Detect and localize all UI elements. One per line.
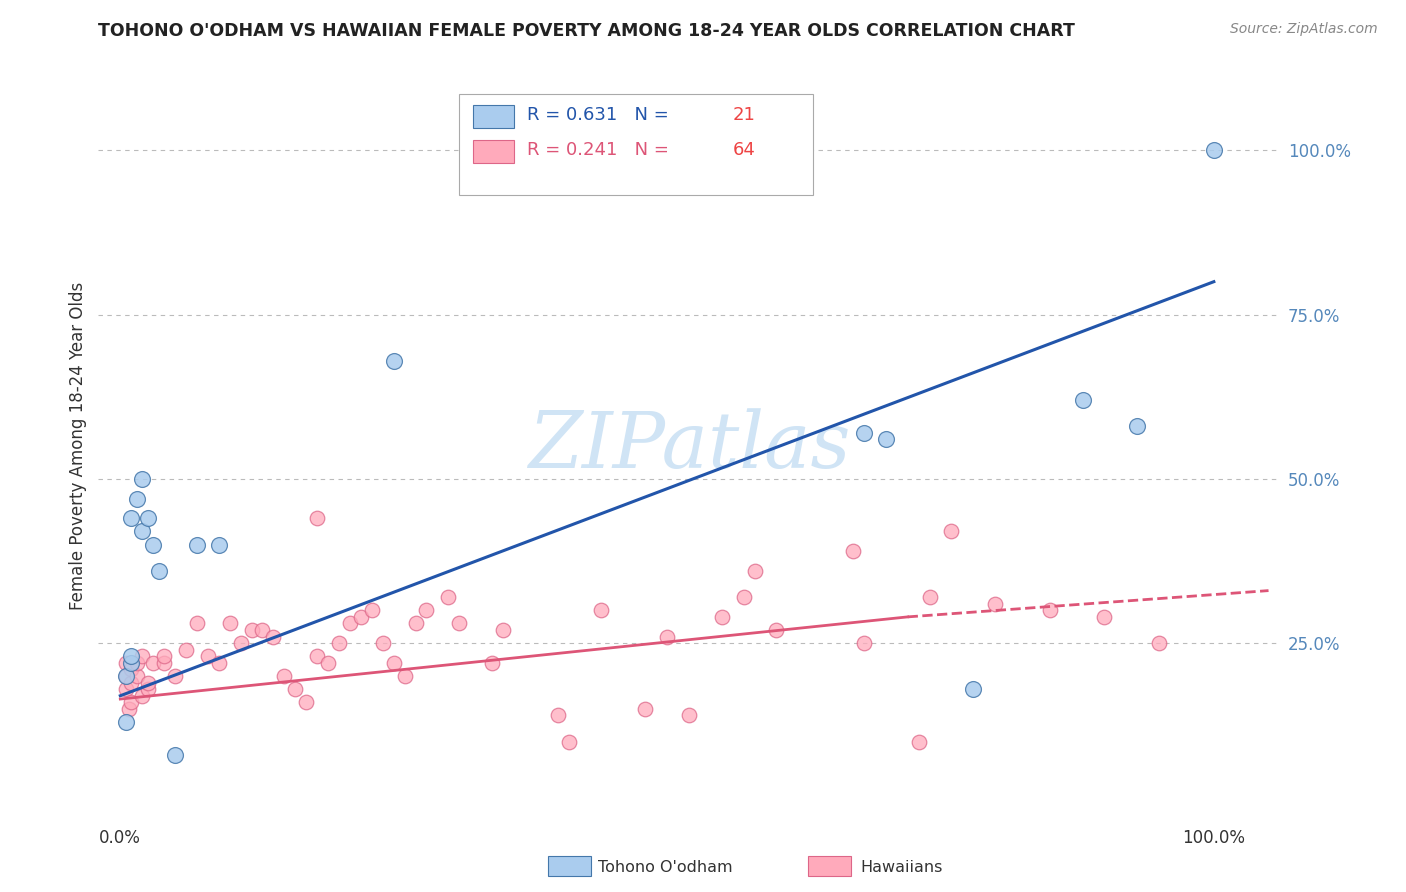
Text: 21: 21 [733,106,755,124]
Point [316,656,339,670]
Point [710,610,733,624]
Point [153,649,176,664]
Point [142,538,165,552]
Point [382,656,405,670]
Point [131,649,153,664]
Text: Hawaiians: Hawaiians [860,860,943,874]
Point [131,472,153,486]
Point [136,511,159,525]
Point [131,524,153,539]
Point [1202,143,1225,157]
Point [1126,419,1149,434]
Point [1039,603,1062,617]
Point [284,682,307,697]
Point [339,616,361,631]
Point [186,538,208,552]
Point [229,636,252,650]
Point [218,616,240,631]
Point [240,623,263,637]
Point [557,735,579,749]
Text: ZIPatlas: ZIPatlas [527,408,851,484]
Point [394,669,416,683]
Point [114,669,136,683]
Point [492,623,515,637]
Point [875,433,897,447]
Point [307,511,329,525]
Point [307,649,329,664]
Point [114,656,136,670]
Point [120,663,142,677]
Point [131,689,153,703]
Point [415,603,437,617]
Point [907,735,929,749]
Text: Tohono O'odham: Tohono O'odham [598,860,733,874]
Point [273,669,295,683]
Text: R = 0.631   N =: R = 0.631 N = [527,106,675,124]
Point [120,511,142,525]
Point [262,630,284,644]
Point [1147,636,1170,650]
Point [163,747,186,762]
Point [1071,392,1094,407]
Point [114,682,136,697]
Point [765,623,787,637]
FancyBboxPatch shape [458,94,813,195]
Point [114,669,136,683]
Point [208,538,231,552]
Point [328,636,350,650]
Point [120,695,142,709]
Point [918,590,941,604]
Point [153,656,176,670]
Point [481,656,503,670]
Point [114,714,136,729]
Point [252,623,274,637]
Point [984,597,1007,611]
FancyBboxPatch shape [472,140,515,162]
Text: TOHONO O'ODHAM VS HAWAIIAN FEMALE POVERTY AMONG 18-24 YEAR OLDS CORRELATION CHAR: TOHONO O'ODHAM VS HAWAIIAN FEMALE POVERT… [98,22,1076,40]
Point [120,675,142,690]
Point [437,590,460,604]
Point [634,702,657,716]
Point [120,649,142,664]
Point [360,603,382,617]
Point [678,708,700,723]
Point [852,636,875,650]
Point [125,656,148,670]
Point [1094,610,1116,624]
Point [655,630,678,644]
Point [136,682,159,697]
Point [733,590,755,604]
Point [941,524,963,539]
Point [174,642,197,657]
Point [962,682,984,697]
Point [125,669,148,683]
Text: Source: ZipAtlas.com: Source: ZipAtlas.com [1230,22,1378,37]
Point [405,616,427,631]
Point [118,702,141,716]
Point [382,353,405,368]
Point [142,656,165,670]
Text: R = 0.241   N =: R = 0.241 N = [527,141,675,159]
Point [186,616,208,631]
Point [591,603,613,617]
Point [125,491,148,506]
Point [547,708,569,723]
FancyBboxPatch shape [472,105,515,128]
Y-axis label: Female Poverty Among 18-24 Year Olds: Female Poverty Among 18-24 Year Olds [69,282,87,610]
Point [371,636,394,650]
Point [208,656,231,670]
Point [148,564,170,578]
Text: 64: 64 [733,141,755,159]
Point [295,695,318,709]
Point [163,669,186,683]
Point [744,564,766,578]
Point [197,649,219,664]
Point [449,616,471,631]
Point [136,675,159,690]
Point [350,610,373,624]
Point [120,656,142,670]
Point [842,544,865,558]
Point [852,425,875,440]
